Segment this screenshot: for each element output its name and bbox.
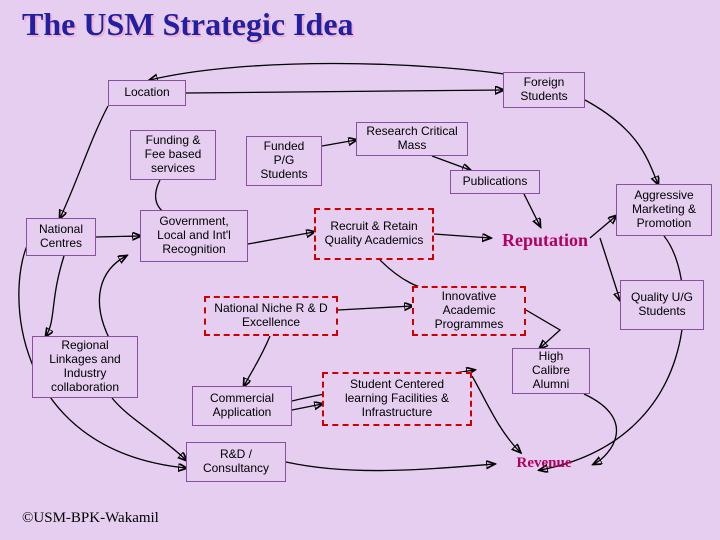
node-foreign: Foreign Students bbox=[503, 72, 585, 108]
edge bbox=[244, 336, 270, 386]
edge bbox=[96, 236, 140, 237]
edge bbox=[248, 232, 314, 244]
page-title: The USM Strategic Idea bbox=[22, 6, 354, 43]
edge bbox=[150, 64, 544, 81]
node-rnd_consult: R&D / Consultancy bbox=[186, 442, 286, 482]
edge bbox=[292, 404, 322, 410]
edge bbox=[322, 140, 356, 146]
node-funding: Funding & Fee based services bbox=[130, 130, 216, 180]
edge bbox=[585, 100, 658, 184]
node-nat_centres: National Centres bbox=[26, 218, 96, 256]
edge bbox=[526, 310, 560, 348]
edge bbox=[60, 106, 108, 218]
node-critical_mass: Research Critical Mass bbox=[356, 122, 468, 156]
edge bbox=[432, 156, 470, 170]
node-regional: Regional Linkages and Industry collabora… bbox=[32, 336, 138, 398]
node-innov_prog: Innovative Academic Programmes bbox=[412, 286, 526, 336]
node-publications: Publications bbox=[450, 170, 540, 194]
node-student_fac: Student Centered learning Facilities & I… bbox=[322, 372, 472, 426]
edge bbox=[186, 90, 503, 93]
footer-copyright: ©USM-BPK-Wakamil bbox=[22, 510, 159, 527]
edge bbox=[434, 234, 490, 238]
node-location: Location bbox=[108, 80, 186, 106]
node-commercial: Commercial Application bbox=[192, 386, 292, 426]
edge bbox=[524, 194, 540, 226]
node-funded_pg: Funded P/G Students bbox=[246, 136, 322, 186]
node-revenue: Revenue bbox=[494, 452, 594, 476]
edge bbox=[338, 306, 412, 310]
edge bbox=[46, 256, 64, 336]
node-reputation: Reputation bbox=[490, 226, 600, 254]
edge bbox=[600, 238, 620, 300]
edge bbox=[112, 398, 186, 460]
node-govt_recog: Government, Local and Int'l Recognition bbox=[140, 210, 248, 262]
edge bbox=[99, 256, 126, 340]
node-quality_ug: Quality U/G Students bbox=[620, 280, 704, 330]
edge bbox=[286, 462, 494, 471]
node-aggr_mktg: Aggressive Marketing & Promotion bbox=[616, 184, 712, 236]
node-niche_rnd: National Niche R & D Excellence bbox=[204, 296, 338, 336]
node-recruit: Recruit & Retain Quality Academics bbox=[314, 208, 434, 260]
node-alumni: High Calibre Alumni bbox=[512, 348, 590, 394]
